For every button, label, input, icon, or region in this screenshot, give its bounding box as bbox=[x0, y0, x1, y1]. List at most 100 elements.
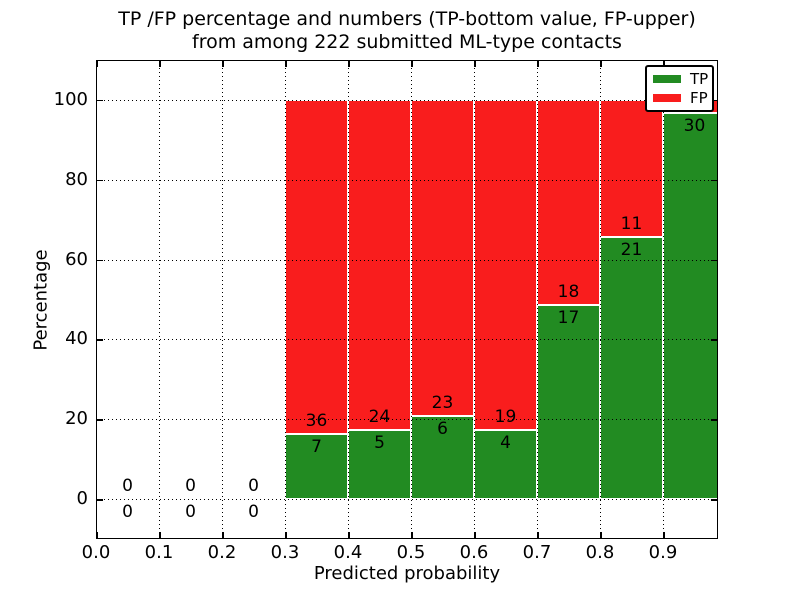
x-tick-mark-top bbox=[222, 60, 224, 67]
y-tick-label: 20 bbox=[65, 408, 88, 430]
y-tick-mark bbox=[96, 419, 103, 421]
y-tick-mark-right bbox=[711, 99, 718, 102]
bar-count-label-fp: 0 bbox=[185, 476, 196, 497]
x-tick-label: 0.6 bbox=[459, 542, 489, 563]
y-tick-mark-right bbox=[711, 259, 718, 262]
fp-swatch-icon bbox=[653, 93, 681, 102]
tp-swatch-icon bbox=[653, 75, 681, 84]
bar-count-label-tp: 30 bbox=[683, 115, 706, 136]
gridline-x bbox=[537, 60, 538, 539]
x-tick-mark bbox=[411, 532, 413, 539]
y-tick-mark bbox=[96, 499, 103, 501]
y-tick-mark bbox=[96, 179, 103, 182]
gridline-x bbox=[285, 60, 286, 539]
x-tick-mark-top bbox=[600, 60, 602, 67]
y-tick-label: 80 bbox=[65, 168, 88, 190]
legend-label-tp: TP bbox=[690, 70, 709, 89]
bar-count-label-fp: 24 bbox=[368, 407, 391, 428]
gridline-x bbox=[663, 60, 664, 539]
bar-segment-tp bbox=[537, 305, 600, 500]
bar-segment-fp bbox=[285, 99, 348, 435]
y-tick-label: 0 bbox=[76, 488, 88, 510]
bar-segment-fp bbox=[600, 99, 663, 238]
y-tick-mark bbox=[96, 339, 103, 341]
x-tick-label: 0.1 bbox=[144, 542, 174, 563]
bar-count-label-fp: 11 bbox=[620, 214, 643, 235]
x-tick-mark bbox=[222, 532, 224, 539]
gridline-x bbox=[600, 60, 601, 539]
y-tick-mark bbox=[96, 259, 103, 262]
legend-label-fp: FP bbox=[690, 88, 708, 107]
x-tick-label: 0.3 bbox=[270, 542, 300, 563]
x-tick-mark bbox=[159, 532, 161, 539]
bar-count-label-tp: 0 bbox=[122, 502, 133, 523]
x-tick-label: 0.2 bbox=[207, 542, 237, 563]
gridline-y bbox=[96, 259, 718, 261]
bar-segment-tp bbox=[663, 112, 718, 500]
x-tick-mark bbox=[285, 532, 287, 539]
x-tick-mark-top bbox=[411, 60, 413, 67]
plot-area: 00000036724523619418171121130 TP FP bbox=[96, 60, 718, 539]
y-tick-label: 40 bbox=[65, 328, 88, 350]
bar-count-label-tp: 0 bbox=[185, 502, 196, 523]
bar-count-label-tp: 7 bbox=[311, 437, 322, 458]
x-tick-mark-top bbox=[348, 60, 350, 67]
x-tick-label: 0.5 bbox=[396, 542, 426, 563]
gridline-y bbox=[96, 499, 718, 501]
gridline-y bbox=[96, 419, 718, 421]
y-tick-mark-right bbox=[711, 499, 718, 501]
bar-count-label-fp: 23 bbox=[431, 393, 454, 414]
bar-count-label-fp: 18 bbox=[557, 282, 580, 303]
gridline-x bbox=[159, 60, 160, 539]
legend-entry-fp: FP bbox=[653, 88, 708, 107]
x-tick-mark bbox=[96, 532, 98, 539]
gridline-y bbox=[96, 99, 718, 101]
bar-segment-fp bbox=[411, 99, 474, 417]
x-tick-mark-top bbox=[663, 60, 665, 67]
x-tick-mark-top bbox=[159, 60, 161, 67]
y-tick-mark-right bbox=[711, 339, 718, 341]
bar-count-label-tp: 17 bbox=[557, 308, 580, 329]
x-tick-label: 0.7 bbox=[522, 542, 552, 563]
x-tick-label: 0.9 bbox=[648, 542, 678, 563]
x-axis-label: Predicted probability bbox=[313, 563, 501, 584]
y-tick-mark bbox=[96, 99, 103, 102]
x-tick-label: 0.0 bbox=[81, 542, 111, 563]
chart-title-line2: from among 222 submitted ML-type contact… bbox=[192, 31, 622, 53]
bar-count-label-tp: 0 bbox=[248, 502, 259, 523]
bar-segment-fp bbox=[537, 99, 600, 306]
gridline-x bbox=[411, 60, 412, 539]
x-tick-label: 0.8 bbox=[585, 542, 615, 563]
gridline-x bbox=[348, 60, 349, 539]
gridline-y bbox=[96, 339, 718, 341]
legend-entry-tp: TP bbox=[653, 70, 709, 89]
gridline-y bbox=[96, 179, 718, 181]
bar-count-label-fp: 0 bbox=[248, 476, 259, 497]
x-tick-mark bbox=[663, 532, 665, 539]
y-tick-label: 60 bbox=[65, 248, 88, 270]
x-tick-mark-top bbox=[537, 60, 539, 67]
bar-count-label-fp: 36 bbox=[305, 411, 328, 432]
gridline-x bbox=[222, 60, 223, 539]
bar-count-label-tp: 4 bbox=[500, 432, 511, 453]
bar-count-label-tp: 21 bbox=[620, 240, 643, 261]
bar-segment-tp bbox=[285, 434, 348, 500]
chart-title-line1: TP /FP percentage and numbers (TP-bottom… bbox=[118, 8, 696, 30]
y-tick-mark-right bbox=[711, 419, 718, 421]
chart-title: TP /FP percentage and numbers (TP-bottom… bbox=[96, 8, 718, 54]
y-tick-label: 100 bbox=[53, 88, 88, 110]
bar-segment-fp bbox=[474, 99, 537, 430]
bar-segment-fp bbox=[348, 99, 411, 431]
x-tick-mark-top bbox=[285, 60, 287, 67]
bar-count-label-tp: 5 bbox=[374, 433, 385, 454]
bar-count-label-fp: 0 bbox=[122, 476, 133, 497]
x-tick-mark bbox=[348, 532, 350, 539]
bar-count-label-fp: 19 bbox=[494, 406, 517, 427]
legend: TP FP bbox=[645, 65, 714, 112]
y-tick-mark-right bbox=[711, 179, 718, 182]
x-tick-mark bbox=[537, 532, 539, 539]
x-tick-mark bbox=[474, 532, 476, 539]
x-tick-label: 0.4 bbox=[333, 542, 363, 563]
x-tick-mark-top bbox=[96, 60, 98, 67]
